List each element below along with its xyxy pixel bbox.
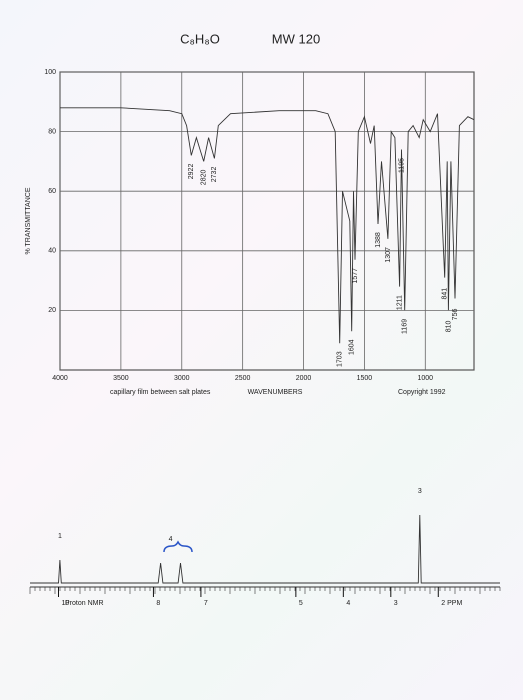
peak-label: 1604 xyxy=(349,339,356,355)
x-tick-label: 3000 xyxy=(174,375,190,382)
peak-label: 1211 xyxy=(396,295,403,310)
x-tick-label: 4000 xyxy=(52,375,68,382)
integral-label: 4 xyxy=(169,536,173,543)
peak-label: 1307 xyxy=(385,247,392,263)
x-tick-label: 3 xyxy=(394,600,398,607)
molecular-weight: MW 120 xyxy=(272,31,320,46)
x-axis-title: WAVENUMBERS xyxy=(248,389,303,396)
peak-label: 756 xyxy=(452,309,459,321)
x-tick-label: 7 xyxy=(204,600,208,607)
peak-label: 810 xyxy=(445,320,452,332)
spectrum-line xyxy=(60,107,475,344)
peak-label: 2820 xyxy=(201,170,208,186)
x-tick-label: 2000 xyxy=(296,375,312,382)
peak-label: 1169 xyxy=(402,319,409,334)
peak-label: 1703 xyxy=(337,351,344,367)
x-tick-label: 2500 xyxy=(235,375,251,382)
integral-label: 1 xyxy=(58,533,62,540)
peak-label: 1577 xyxy=(352,268,359,284)
peak-label: 1195 xyxy=(398,158,405,173)
x-tick-label: 10 xyxy=(61,600,69,607)
x-tick-label: 1000 xyxy=(418,375,434,382)
x-tick-label: 3500 xyxy=(113,375,129,382)
y-tick-label: 60 xyxy=(48,188,56,195)
integral-label: 3 xyxy=(418,488,422,495)
x-tick-label: 2 PPM xyxy=(441,600,462,607)
peak-label: 1388 xyxy=(375,232,382,248)
y-axis-title: % TRANSMITTANCE xyxy=(25,187,32,254)
peak-label: 2732 xyxy=(211,167,218,183)
peak-label: 841 xyxy=(441,288,448,300)
x-tick-label: 1500 xyxy=(357,375,373,382)
x-tick-label: 8 xyxy=(156,600,160,607)
x-tick-label: 5 xyxy=(299,600,303,607)
y-tick-label: 80 xyxy=(48,128,56,135)
spectrum-line xyxy=(30,514,500,584)
copyright: Copyright 1992 xyxy=(398,389,446,396)
y-tick-label: 100 xyxy=(44,69,56,76)
peak-label: 2922 xyxy=(188,164,195,180)
integral-brace xyxy=(163,540,193,553)
plot-frame xyxy=(59,71,475,371)
x-tick-label: 4 xyxy=(346,600,350,607)
formula: C₈H₈O xyxy=(180,31,220,46)
sample-note: capillary film between salt plates xyxy=(110,389,211,396)
y-tick-label: 20 xyxy=(48,307,56,314)
spectrum-label: Proton NMR xyxy=(65,600,104,607)
y-tick-label: 40 xyxy=(48,248,56,255)
